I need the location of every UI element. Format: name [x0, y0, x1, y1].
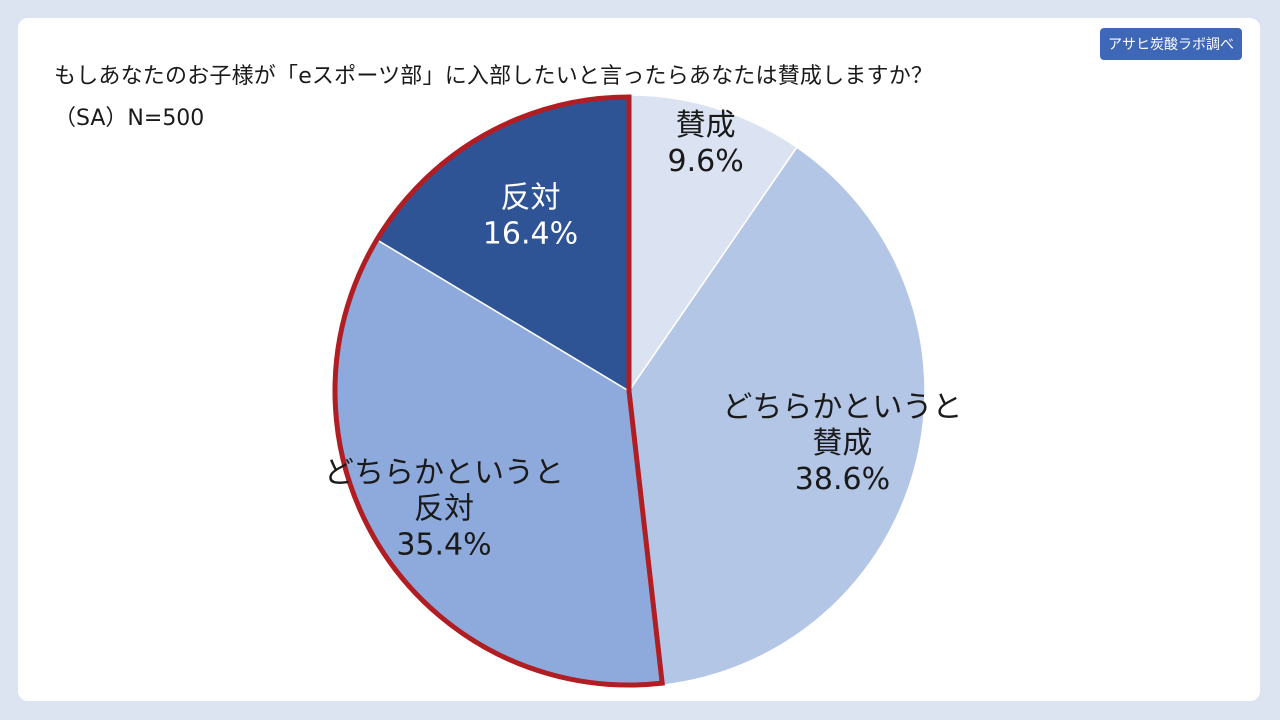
slice-value-label: 35.4% — [396, 528, 491, 563]
slice-label: どちらかというと反対 35.4% — [324, 456, 564, 563]
slice-label: 反対 16.4% — [483, 180, 578, 251]
slice-category-label: どちらかというと — [722, 390, 962, 425]
chart-title: もしあなたのお子様が「eスポーツ部」に入部したいと言ったらあなたは賛成しますか？ — [54, 64, 934, 89]
pie-slice — [628, 146, 926, 686]
sample-size-note: （SA）N=500 — [54, 106, 205, 131]
slice-value-label: 16.4% — [483, 216, 578, 251]
slice-category-label: 賛成 — [676, 108, 736, 143]
slice-category-label: 反対 — [414, 492, 474, 527]
pie-labels: 賛成 9.6%どちらかというと賛成 38.6%どちらかというと反対 35.4%反対 16… — [324, 108, 962, 562]
slice-value-label: 9.6% — [668, 144, 744, 179]
pie-slice — [628, 94, 798, 394]
slice-category-label: 反対 — [500, 180, 560, 215]
slice-category-label: どちらかというと — [324, 456, 564, 491]
source-badge: アサヒ炭酸ラボ調べ — [1100, 28, 1242, 60]
slice-value-label: 38.6% — [795, 462, 890, 497]
slice-label: 賛成 9.6% — [668, 108, 744, 179]
slice-category-label: 賛成 — [812, 426, 872, 461]
slice-label: どちらかというと賛成 38.6% — [722, 390, 962, 497]
highlight-outline — [332, 94, 665, 688]
